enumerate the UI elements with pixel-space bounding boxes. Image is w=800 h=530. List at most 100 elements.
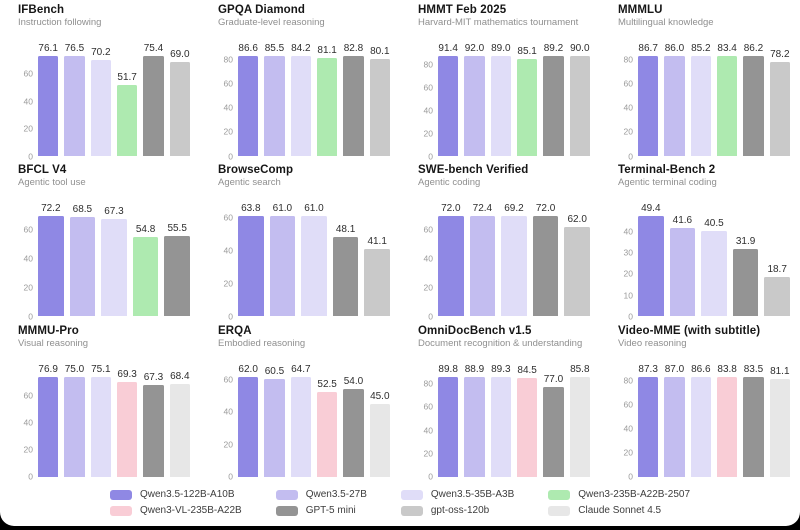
bar-qwen3-5-35b-a3b [90, 376, 111, 477]
legend-item-qwen3-235b-a22b-2507: Qwen3-235B-A22B-2507 [548, 489, 690, 500]
chart-subtitle: Agentic tool use [18, 177, 86, 189]
bar-gpt-oss-120b [364, 248, 390, 317]
bar-group: 76.1 76.5 70.2 51.7 75.4 69.0 [38, 44, 190, 156]
bar-value-label: 72.0 [441, 203, 461, 215]
bar-value-label: 52.5 [317, 378, 337, 390]
bar-item-qwen3-5-35b-a3b: 84.2 [290, 44, 311, 156]
bar-qwen3-5-122b-a10b [238, 216, 264, 317]
bar-item-qwen3-5-27b: 75.0 [64, 364, 85, 477]
bar-value-label: 45.0 [370, 390, 390, 402]
bar-item-qwen3-5-35b-a3b: 40.5 [701, 204, 727, 317]
bar-item-gpt-oss-120b: 69.0 [169, 44, 190, 156]
bar-qwen3-5-35b-a3b [101, 218, 127, 317]
bar-item-gpt-5-mini: 48.1 [332, 204, 359, 317]
bar-gpt-5-mini [543, 56, 564, 156]
bar-item-qwen3-5-122b-a10b: 89.8 [438, 364, 459, 477]
bar-item-qwen3-5-35b-a3b: 67.3 [101, 204, 127, 317]
y-axis-tick-label: 0 [228, 150, 233, 161]
bar-gpt-5-mini [343, 56, 364, 156]
chart-subtitle: Agentic search [218, 177, 281, 189]
bar-value-label: 67.3 [143, 372, 164, 384]
bar-qwen3-5-35b-a3b [301, 216, 327, 317]
bar-claude-sonnet-4-5 [369, 403, 390, 477]
bar-item-qwen3-5-27b: 85.5 [264, 44, 285, 156]
legend-item-qwen3-5-35b-a3b: Qwen3.5-35B-A3B [400, 489, 514, 500]
bar-value-label: 81.1 [317, 45, 337, 57]
bar-item-gpt-5-mini: 82.8 [343, 44, 364, 156]
y-axis-tick-label: 20 [623, 447, 633, 458]
bar-qwen3-5-35b-a3b [490, 376, 511, 477]
chart-swe-bench-verified: SWE-bench Verified Agentic coding 0 20 40 60 7… [400, 162, 600, 322]
y-axis-tick-label: 0 [428, 150, 433, 161]
bar-qwen3-5-35b-a3b [701, 230, 727, 317]
bar-item-gpt-5-mini: 75.4 [143, 43, 164, 156]
bar-item-gpt-5-mini: 55.5 [164, 204, 190, 317]
y-axis-tick-label: 0 [628, 311, 633, 322]
bar-value-label: 72.4 [472, 203, 493, 215]
chart-mmmu-pro: MMMU-Pro Visual reasoning 0 20 40 60 76.9 75.0 7… [0, 323, 200, 483]
bar-item-gpt-oss-120b: 62.0 [564, 204, 590, 317]
bar-item-qwen3-235b-a22b-2507: 81.1 [316, 44, 338, 156]
bar-value-label: 80.1 [370, 46, 390, 58]
y-axis-tick-label: 60 [23, 389, 33, 400]
chart-bfcl-v4: BFCL V4 Agentic tool use 0 20 40 60 72.2 68.5 67… [0, 162, 200, 322]
bar-value-label: 31.9 [735, 235, 756, 247]
bar-item-gpt-oss-120b: 80.1 [369, 44, 390, 156]
legend-item-qwen3-5-27b: Qwen3.5-27B [275, 489, 367, 500]
bar-claude-sonnet-4-5 [569, 376, 590, 477]
bar-item-qwen3-5-35b-a3b: 85.2 [690, 44, 711, 156]
bar-value-label: 61.0 [272, 203, 293, 215]
bar-item-qwen3-5-27b: 68.5 [69, 204, 96, 317]
bar-value-label: 86.7 [638, 43, 658, 54]
chart-plot: 0 20 40 60 80 91.4 92.0 89.0 85.1 89.2 90.0 [424, 44, 590, 160]
chart-subtitle: Harvard-MIT mathematics tournament [418, 17, 579, 28]
bar-group: 86.6 85.5 84.2 81.1 82.8 80.1 [238, 44, 390, 156]
bar-gpt-5-mini [532, 216, 559, 317]
chart-plot: 0 20 40 60 80 87.3 87.0 86.6 83.8 83.5 81.1 [624, 363, 790, 480]
chart-title: MMMLU [618, 4, 663, 16]
y-axis-tick-label: 0 [228, 471, 233, 482]
bar-value-label: 75.4 [143, 43, 164, 54]
y-axis-tick-label: 0 [28, 471, 33, 482]
bar-item-qwen3-5-35b-a3b: 89.0 [490, 44, 511, 156]
bar-value-label: 85.8 [570, 363, 590, 375]
bar-gpt-oss-120b [569, 56, 590, 156]
bar-value-label: 62.0 [238, 363, 258, 375]
bar-value-label: 64.7 [291, 363, 311, 375]
bar-item-gpt-oss-120b: 18.7 [764, 204, 790, 317]
legend-swatch-icon [400, 489, 423, 500]
chart-title: SWE-bench Verified [418, 164, 529, 177]
y-axis-tick-label: 30 [623, 247, 633, 258]
bar-item-qwen3-vl-235b-a22b: 84.5 [516, 365, 538, 477]
y-axis-tick-label: 80 [423, 378, 433, 389]
chart-title: GPQA Diamond [218, 4, 306, 16]
y-axis-tick-label: 20 [23, 282, 33, 293]
y-axis-tick-label: 80 [623, 375, 633, 386]
bar-value-label: 87.3 [638, 363, 658, 375]
bar-qwen3-5-122b-a10b [238, 56, 259, 156]
y-axis-tick-label: 60 [423, 224, 433, 235]
chart-plot: 0 20 40 60 80 86.6 85.5 84.2 81.1 82.8 80.1 [224, 44, 390, 160]
bar-item-qwen3-5-27b: 92.0 [464, 44, 485, 156]
bar-group: 87.3 87.0 86.6 83.8 83.5 81.1 [638, 363, 790, 477]
bar-qwen3-5-27b [464, 56, 485, 156]
bar-group: 63.8 61.0 61.0 48.1 41.1 [238, 203, 390, 317]
bar-item-qwen3-5-27b: 86.0 [664, 44, 685, 156]
chart-subtitle: Video reasoning [618, 337, 687, 349]
chart-hmmt-feb-2025: HMMT Feb 2025 Harvard-MIT mathematics tou… [400, 2, 600, 162]
y-axis-tick-label: 40 [23, 253, 33, 264]
y-axis-tick-label: 20 [23, 123, 33, 134]
bar-item-qwen3-5-27b: 60.5 [264, 365, 285, 477]
y-axis-tick-label: 40 [423, 105, 433, 116]
bar-item-qwen3-5-35b-a3b: 61.0 [301, 204, 327, 317]
y-axis-tick-label: 20 [423, 448, 433, 459]
bar-value-label: 75.1 [91, 363, 111, 375]
bar-qwen3-5-122b-a10b [638, 56, 659, 156]
bar-item-qwen3-5-122b-a10b: 76.9 [38, 364, 59, 477]
bar-item-qwen3-5-122b-a10b: 86.7 [638, 43, 659, 156]
bar-qwen3-5-35b-a3b [690, 56, 711, 156]
y-axis-tick-label: 40 [23, 416, 33, 427]
bar-qwen3-5-35b-a3b [290, 376, 311, 477]
legend-label: Qwen3.5-122B-A10B [139, 489, 235, 500]
bar-value-label: 84.5 [517, 365, 537, 377]
